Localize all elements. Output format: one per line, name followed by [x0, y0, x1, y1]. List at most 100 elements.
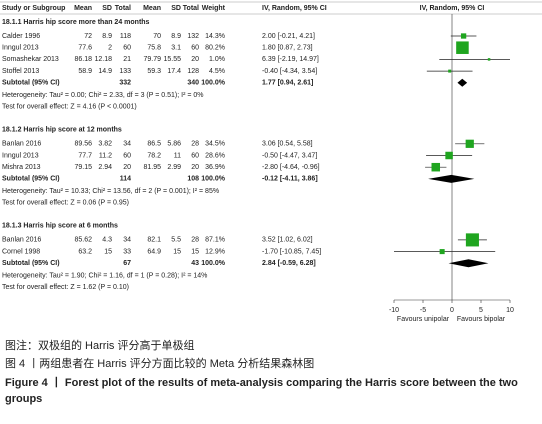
favours-left: Favours unipolar — [397, 316, 450, 323]
subtotal-label: Subtotal (95% CI) — [2, 260, 60, 267]
ci-label: 2.00 [-0.21, 4.21] — [262, 33, 315, 40]
cell: 80.2% — [205, 45, 225, 52]
caption-note: 图注：双极组的 Harris 评分高于单极组 — [5, 340, 195, 352]
cell: 11.2 — [99, 152, 112, 159]
study-name: Inngul 2013 — [2, 45, 39, 52]
effect-square — [448, 69, 452, 73]
column-header: SD — [171, 5, 181, 12]
cell: 34 — [123, 237, 131, 244]
effect-square — [456, 41, 469, 54]
column-header: IV, Random, 95% CI — [420, 5, 485, 12]
cell: 36.9% — [205, 164, 225, 171]
cell: 4.3 — [102, 237, 112, 244]
cell: 20 — [191, 56, 199, 63]
effect-square — [445, 151, 453, 160]
group-title: 18.1.1 Harris hip score more than 24 mon… — [2, 19, 150, 26]
cell: 5.86 — [167, 141, 181, 148]
effect-square — [465, 139, 474, 148]
cell: 14.3% — [205, 33, 225, 40]
subtotal-label: Subtotal (95% CI) — [2, 176, 60, 183]
cell: 1.0% — [209, 56, 225, 63]
x-tick-label: 10 — [506, 307, 514, 314]
heterogeneity: Heterogeneity: Tau² = 10.33; Chi² = 13.5… — [2, 188, 219, 195]
cell: 2 — [108, 45, 112, 52]
overall-effect: Test for overall effect: Z = 0.06 (P = 0… — [2, 200, 129, 207]
cell: 100.0% — [201, 80, 226, 87]
cell: 3.1 — [171, 45, 181, 52]
caption-cn: 图 4 丨两组患者在 Harris 评分方面比较的 Meta 分析结果森林图 — [5, 358, 315, 370]
cell: 133 — [119, 68, 131, 75]
heterogeneity: Heterogeneity: Tau² = 0.00; Chi² = 2.33,… — [2, 92, 204, 99]
overall-effect: Test for overall effect: Z = 4.16 (P < 0… — [2, 104, 137, 111]
cell: 118 — [120, 33, 131, 40]
cell: 77.6 — [78, 45, 92, 52]
cell: 28 — [191, 237, 199, 244]
ci-label: 3.06 [0.54, 5.58] — [262, 141, 313, 148]
heterogeneity: Heterogeneity: Tau² = 1.90; Chi² = 1.16,… — [2, 273, 207, 280]
group-title: 18.1.3 Harris hip score at 6 months — [2, 223, 118, 230]
cell: 75.8 — [147, 45, 161, 52]
cell: 87.1% — [205, 237, 225, 244]
column-header: Study or Subgroup — [2, 5, 65, 12]
cell: 86.18 — [74, 56, 92, 63]
cell: 86.5 — [147, 141, 161, 148]
column-header: SD — [102, 5, 112, 12]
ci-label: 6.39 [-2.19, 14.97] — [262, 56, 319, 63]
cell: 34.5% — [205, 141, 225, 148]
column-header: Total — [183, 5, 199, 12]
column-header: IV, Random, 95% CI — [262, 5, 327, 12]
effect-square — [487, 58, 491, 61]
cell: 28.6% — [205, 152, 225, 159]
cell: 82.1 — [147, 237, 161, 244]
column-header: Total — [115, 5, 131, 12]
cell: 58.9 — [78, 68, 92, 75]
cell: 17.4 — [167, 68, 181, 75]
ci-label: 1.77 [0.94, 2.61] — [262, 80, 313, 87]
cell: 132 — [187, 33, 199, 40]
cell: 28 — [191, 141, 199, 148]
effect-square — [439, 249, 445, 255]
cell: 85.62 — [74, 237, 92, 244]
cell: 11 — [174, 152, 181, 159]
cell: 15 — [191, 248, 199, 255]
x-tick-label: -5 — [420, 307, 426, 314]
cell: 78.2 — [147, 152, 161, 159]
column-header: Mean — [143, 5, 161, 12]
cell: 33 — [123, 248, 131, 255]
cell: 60 — [191, 45, 199, 52]
column-header: Mean — [74, 5, 92, 12]
cell: 15.55 — [163, 56, 181, 63]
cell: 59.3 — [147, 68, 161, 75]
cell: 114 — [120, 176, 131, 183]
cell: 4.5% — [209, 68, 225, 75]
x-tick-label: -10 — [389, 307, 399, 314]
cell: 12.18 — [94, 56, 112, 63]
ci-label: -0.12 [-4.11, 3.86] — [262, 176, 318, 183]
forest-plot: Study or Subgroup Mean SD Total Mean SD Total W… — [0, 1, 542, 323]
cell: 70 — [153, 33, 161, 40]
cell: 77.7 — [78, 152, 92, 159]
x-tick-label: 0 — [450, 307, 454, 314]
cell: 43 — [191, 260, 199, 267]
ci-label: 2.84 [-0.59, 6.28] — [262, 260, 316, 267]
cell: 20 — [123, 164, 131, 171]
column-header: Weight — [202, 5, 226, 12]
cell: 60 — [123, 45, 131, 52]
cell: 100.0% — [201, 176, 226, 183]
pooled-diamond — [457, 78, 468, 87]
cell: 8.9 — [171, 33, 181, 40]
cell: 100.0% — [201, 260, 226, 267]
cell: 20 — [191, 164, 199, 171]
cell: 3.82 — [98, 141, 112, 148]
study-name: Calder 1996 — [2, 33, 40, 40]
cell: 34 — [123, 141, 131, 148]
pooled-diamond — [448, 259, 489, 268]
x-tick-label: 5 — [479, 307, 483, 314]
pooled-diamond — [428, 174, 475, 183]
study-name: Banlan 2016 — [2, 237, 41, 244]
cell: 64.9 — [147, 248, 161, 255]
ci-label: 3.52 [1.02, 6.02] — [262, 237, 313, 244]
cell: 81.95 — [143, 164, 161, 171]
cell: 14.9 — [98, 68, 112, 75]
